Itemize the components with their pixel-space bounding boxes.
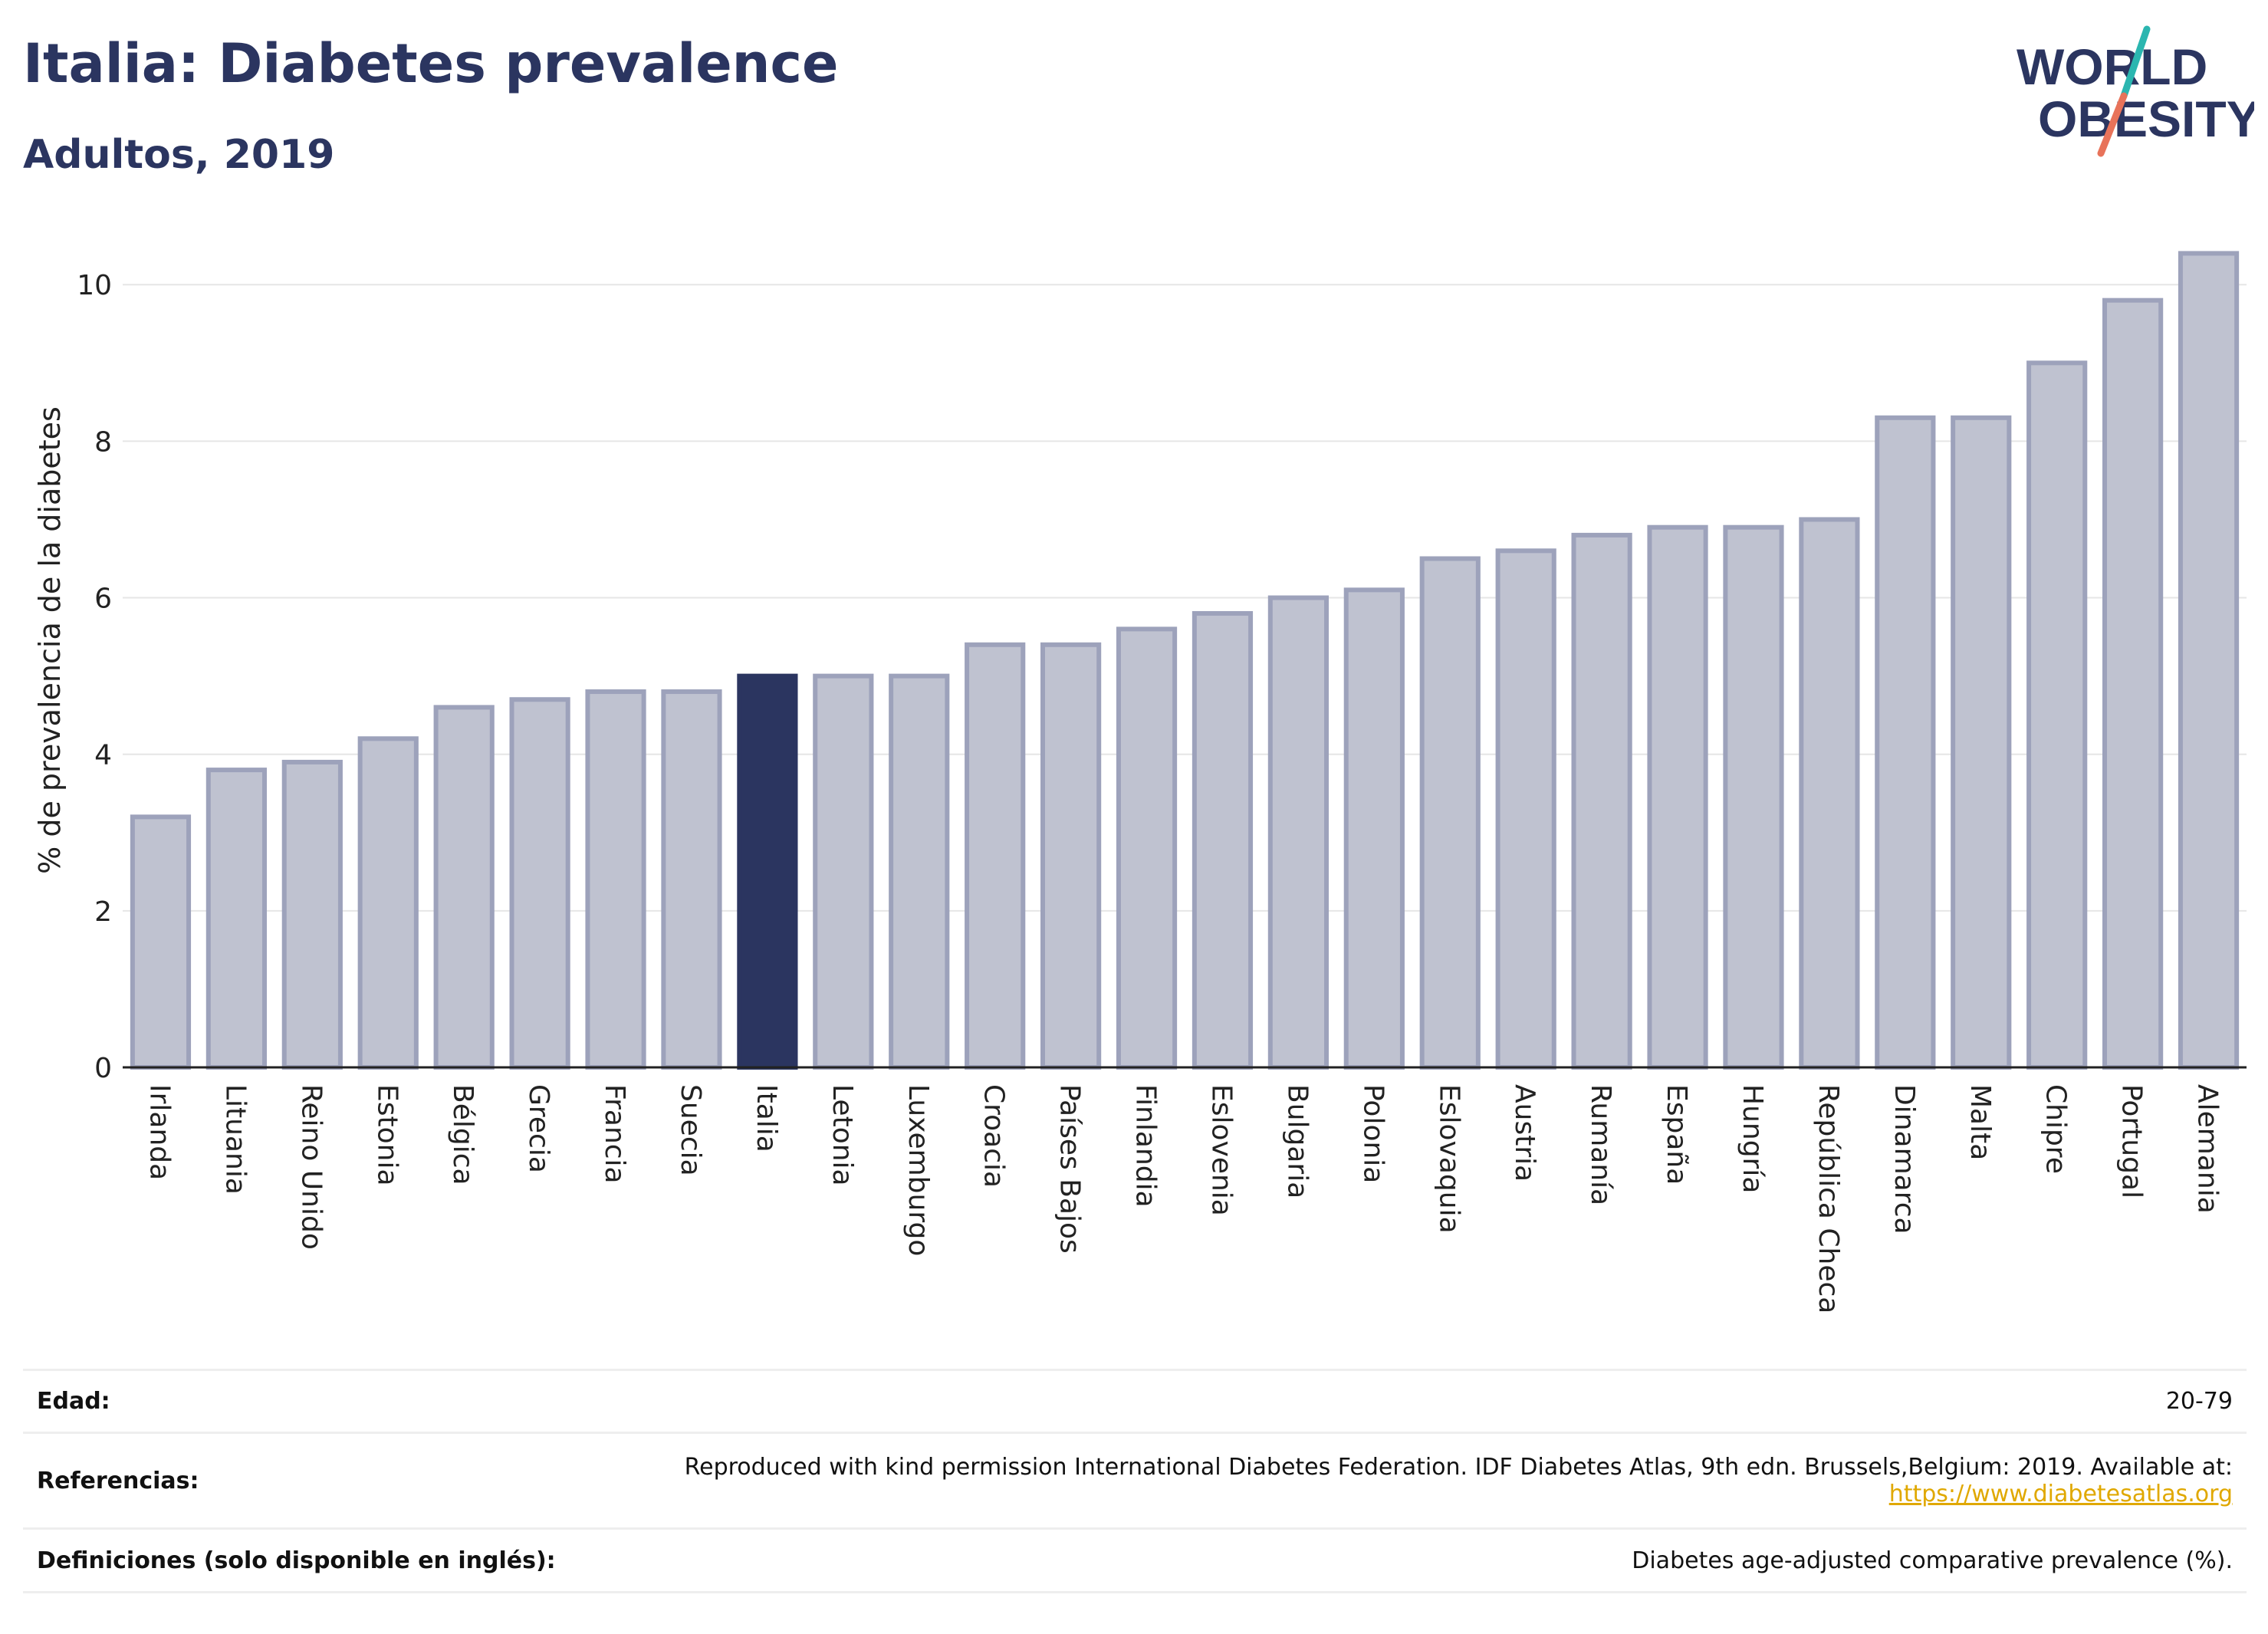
logo-slash-teal [2120, 25, 2151, 100]
bar-austria [1495, 548, 1556, 1070]
bar-reino-unido [281, 759, 343, 1070]
x-tick-label: Hungría [1737, 1084, 1768, 1193]
age-value: 20-79 [2165, 1388, 2233, 1415]
bar-finlandia [1116, 626, 1178, 1070]
logo-slash-coral [2097, 92, 2128, 157]
y-tick-label: 4 [94, 740, 112, 771]
bar-portugal [2102, 298, 2164, 1070]
x-tick-label: Croacia [978, 1084, 1010, 1188]
chart-title: Italia: Diabetes prevalence [23, 32, 839, 95]
bar-irlanda [130, 814, 192, 1070]
bar-suecia [661, 689, 722, 1070]
y-tick-label: 0 [94, 1053, 112, 1084]
bar-italia [737, 673, 798, 1070]
x-tick-label: Letonia [827, 1084, 858, 1186]
axes: 0 2 4 6 8 10 Irlanda Lituania Reino Unido Estonia… [77, 270, 2247, 1313]
bar-chipre [2026, 360, 2088, 1070]
x-tick-label: Luxemburgo [902, 1084, 934, 1256]
references-link[interactable]: https://www.diabetesatlas.org [1888, 1481, 2233, 1507]
definitions-value: Diabetes age-adjusted comparative preval… [1632, 1547, 2233, 1574]
x-tick-label: Polonia [1357, 1084, 1389, 1183]
bar-países-bajos [1040, 642, 1102, 1070]
x-tick-label: Italia [751, 1084, 782, 1152]
x-tick-label: Francia [599, 1084, 630, 1184]
references-text: Reproduced with kind permission Internat… [684, 1454, 2233, 1481]
x-tick-label: Dinamarca [1888, 1084, 1920, 1235]
bar-rumanía [1571, 532, 1632, 1070]
bar-polonia [1343, 587, 1405, 1070]
bar-bulgaria [1267, 595, 1329, 1070]
x-tick-label: Portugal [2116, 1084, 2148, 1198]
bar-españa [1647, 524, 1708, 1070]
bar-bélgica [433, 705, 495, 1070]
bar-francia [585, 689, 646, 1070]
x-tick-label: Alemania [2192, 1084, 2224, 1214]
logo-obesity-text: OBESITY [2038, 90, 2254, 147]
bar-eslovaquia [1419, 556, 1481, 1070]
bar-luxemburgo [889, 673, 950, 1070]
bar-letonia [813, 673, 874, 1070]
x-tick-label: Estonia [371, 1084, 403, 1186]
y-tick-label: 2 [94, 896, 112, 928]
bar-grecia [509, 697, 570, 1070]
bar-dinamarca [1875, 415, 1936, 1070]
bar-república-checa [1799, 517, 1860, 1070]
x-tick-label: Bulgaria [1281, 1084, 1313, 1198]
x-tick-label: Bélgica [447, 1084, 478, 1185]
bars [130, 251, 2240, 1070]
bar-alemania [2178, 251, 2240, 1070]
bar-hungría [1723, 524, 1784, 1070]
x-tick-label: Eslovenia [1205, 1084, 1237, 1216]
x-tick-label: Finlandia [1130, 1084, 1162, 1208]
info-row-definitions: Definiciones (solo disponible en inglés)… [23, 1527, 2247, 1593]
references-value: Reproduced with kind permission Internat… [685, 1454, 2233, 1507]
x-tick-label: Chipre [2040, 1084, 2072, 1174]
x-tick-label: Malta [1964, 1084, 1996, 1160]
references-label: Referencias: [37, 1467, 199, 1494]
x-tick-label: Países Bajos [1054, 1084, 1086, 1254]
x-tick-label: Reino Unido [295, 1084, 327, 1250]
bar-eslovenia [1192, 610, 1254, 1070]
y-axis-label: % de prevalencia de la diabetes [33, 406, 67, 874]
x-tick-label: Suecia [675, 1084, 706, 1176]
x-tick-label: Lituania [219, 1084, 251, 1195]
x-tick-label: Austria [1509, 1084, 1540, 1182]
age-label: Edad: [37, 1388, 110, 1415]
x-tick-label: Rumanía [1585, 1084, 1616, 1205]
y-tick-label: 10 [77, 270, 112, 301]
x-tick-label: Grecia [523, 1084, 554, 1173]
y-tick-label: 8 [94, 426, 112, 458]
x-tick-label: Eslovaquia [1433, 1084, 1464, 1234]
world-obesity-logo: WORLD OBESITY [2017, 25, 2254, 157]
bar-estonia [357, 736, 419, 1070]
x-tick-label: República Checa [1813, 1084, 1844, 1313]
bar-croacia [965, 642, 1026, 1070]
chart-subtitle: Adultos, 2019 [23, 132, 335, 178]
info-row-references: Referencias: Reproduced with kind permis… [23, 1432, 2247, 1527]
info-row-age: Edad: 20-79 [23, 1369, 2247, 1432]
bar-malta [1951, 415, 2012, 1070]
bar-lituania [205, 768, 267, 1070]
y-tick-label: 6 [94, 584, 112, 615]
definitions-label: Definiciones (solo disponible en inglés)… [37, 1547, 556, 1574]
logo-world-text: WORLD [2017, 38, 2207, 95]
x-tick-label: Irlanda [143, 1084, 175, 1180]
x-tick-label: España [1661, 1084, 1692, 1185]
bar-chart: 0 2 4 6 8 10 Irlanda Lituania Reino Unido Estonia… [33, 251, 2247, 1313]
info-table: Edad: 20-79 Referencias: Reproduced with… [23, 1369, 2247, 1593]
